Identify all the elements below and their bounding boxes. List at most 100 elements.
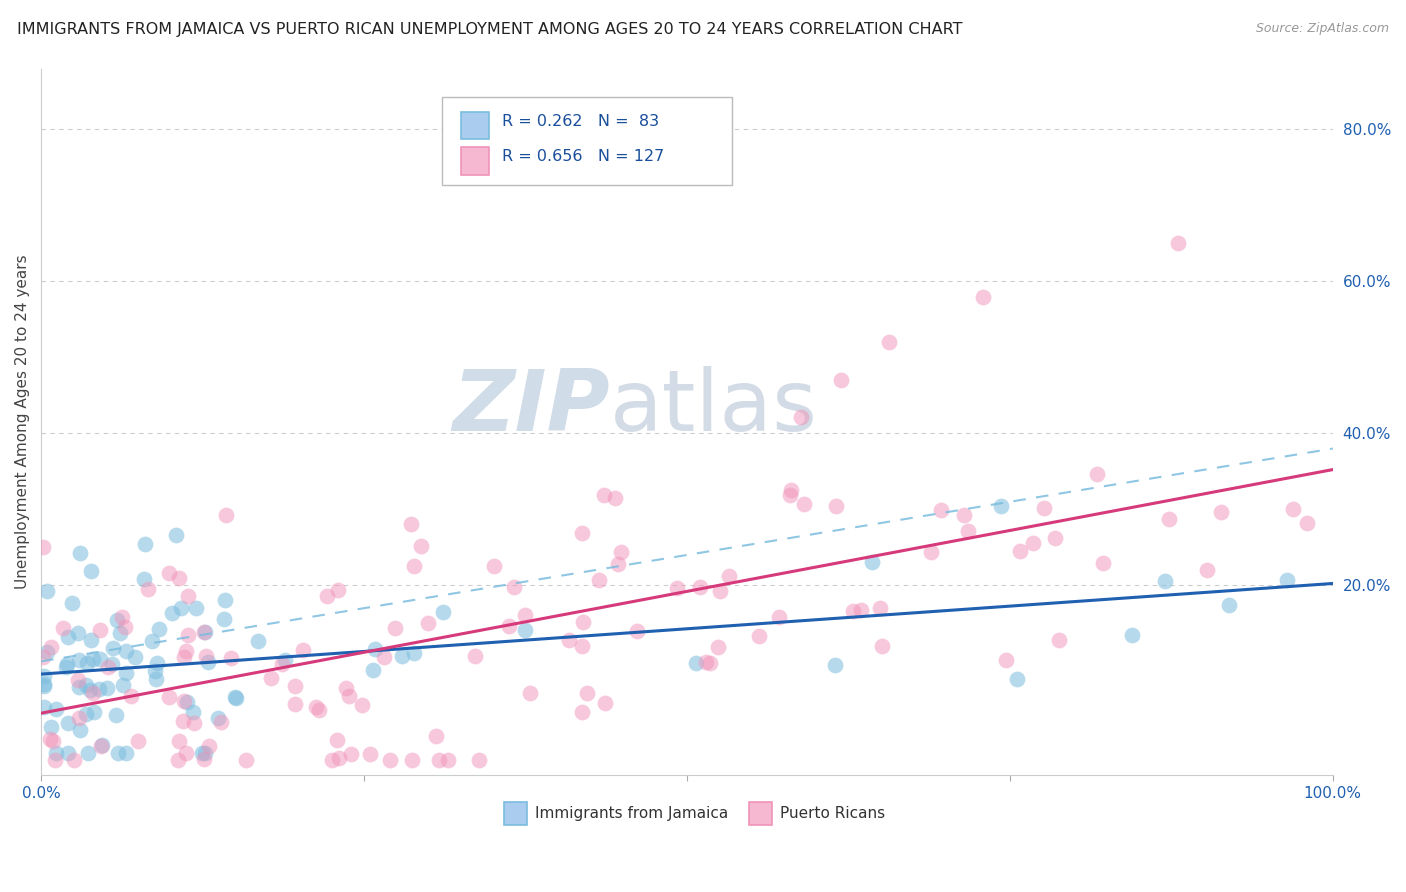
Point [352,698,374,713]
Point [328,751,350,765]
Point [335,681,357,695]
Point [56,746,79,760]
Point [364,641,387,656]
Point [194,649,217,664]
Text: Immigrants from Jamaica: Immigrants from Jamaica [534,806,728,821]
Point [830,373,852,387]
Point [315,589,337,603]
Point [610,545,633,559]
Point [593,697,616,711]
Point [170,600,193,615]
Point [82,686,104,700]
Point [956,524,979,538]
Point [920,545,942,559]
Point [194,746,217,760]
Point [114,746,136,760]
Point [107,746,129,760]
Bar [749,802,772,825]
Point [995,653,1018,667]
Point [157,566,180,581]
Point [181,705,204,719]
Point [768,609,790,624]
Point [824,657,846,672]
Point [32,679,55,693]
Point [1043,532,1066,546]
Point [89,652,111,666]
Point [77,746,100,760]
Point [779,488,801,502]
Point [76,656,98,670]
Point [114,620,136,634]
Point [399,516,422,531]
Point [436,753,458,767]
Point [167,571,190,585]
Point [143,665,166,679]
Point [247,634,270,648]
Point [32,699,55,714]
Point [260,671,283,685]
Point [145,672,167,686]
Point [167,753,190,767]
Point [79,682,101,697]
Point [207,711,229,725]
Text: atlas: atlas [609,367,817,450]
Point [176,628,198,642]
Point [224,690,246,704]
Point [67,673,90,688]
Point [1154,574,1177,588]
Point [83,705,105,719]
Point [361,663,384,677]
Point [90,739,112,753]
Point [209,715,232,730]
Point [90,738,112,752]
Point [718,569,741,583]
Point [108,625,131,640]
Point [105,613,128,627]
Point [849,603,872,617]
Point [1121,628,1143,642]
Point [115,666,138,681]
Y-axis label: Unemployment Among Ages 20 to 24 years: Unemployment Among Ages 20 to 24 years [15,254,30,590]
Point [69,546,91,560]
Point [665,581,688,595]
Point [695,655,717,669]
Point [198,739,221,753]
Point [425,729,447,743]
Point [571,706,593,720]
Point [607,557,630,571]
Point [197,656,219,670]
Point [39,640,62,654]
Point [707,640,730,654]
Point [225,691,247,706]
Point [75,707,97,722]
Point [384,621,406,635]
Point [215,508,238,522]
Point [89,623,111,637]
FancyBboxPatch shape [441,97,733,186]
Text: R = 0.656   N = 127: R = 0.656 N = 127 [502,149,665,164]
Point [148,622,170,636]
Point [34,668,56,682]
Point [990,499,1012,513]
Point [468,753,491,767]
Point [101,657,124,671]
Point [214,592,236,607]
Point [1167,236,1189,251]
Point [1282,501,1305,516]
Point [160,607,183,621]
Point [186,600,208,615]
Point [112,678,135,692]
Point [45,746,67,760]
Point [37,645,59,659]
Bar [461,147,489,175]
Point [141,633,163,648]
Point [378,753,401,767]
Point [1091,556,1114,570]
Point [56,715,79,730]
Text: R = 0.262   N =  83: R = 0.262 N = 83 [502,114,659,129]
Point [1005,672,1028,686]
Point [173,649,195,664]
Point [824,499,846,513]
Point [82,652,104,666]
Point [45,702,67,716]
